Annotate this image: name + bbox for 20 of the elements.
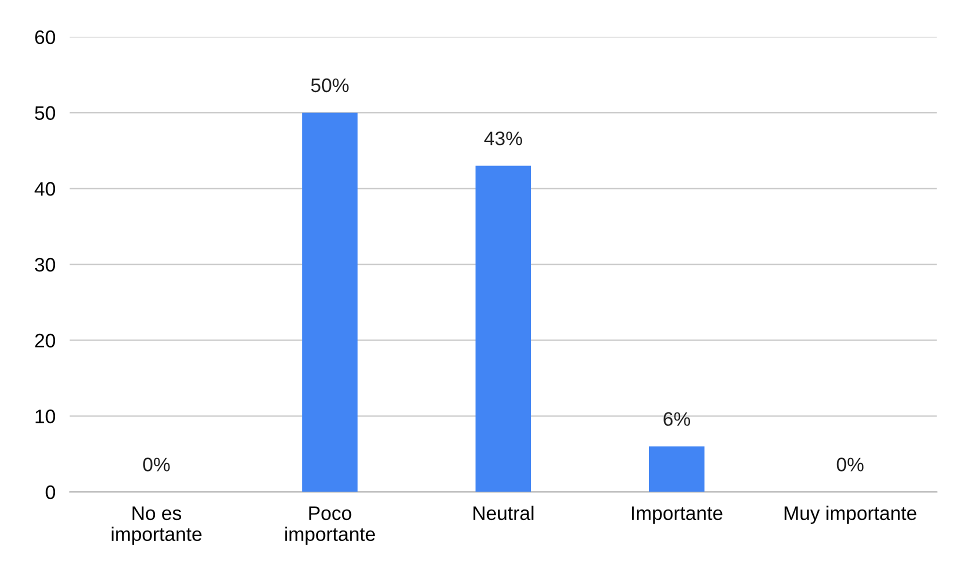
x-tick-label: Neutral — [474, 506, 534, 520]
x-tick-label: Muy importante — [784, 506, 916, 524]
bar — [476, 166, 532, 492]
data-label: 43% — [484, 132, 522, 146]
bar — [302, 112, 358, 492]
data-label: 6% — [664, 412, 690, 426]
y-tick-label: 20 — [35, 334, 56, 348]
y-tick-label: 60 — [35, 30, 56, 44]
x-tick-label: Importante — [632, 506, 722, 524]
data-label: 50% — [311, 78, 349, 92]
bar — [648, 446, 704, 492]
x-tick-label: No es importante — [112, 506, 202, 545]
data-label: 0% — [143, 458, 170, 472]
y-tick-label: 40 — [34, 182, 56, 196]
x-tick-label: Poco importante — [285, 506, 375, 545]
data-label: 0% — [836, 458, 864, 472]
y-tick-label: 50 — [34, 106, 56, 120]
y-tick-label: 0 — [46, 485, 56, 500]
y-tick-label: 10 — [36, 410, 56, 424]
y-tick-label: 30 — [34, 258, 56, 272]
